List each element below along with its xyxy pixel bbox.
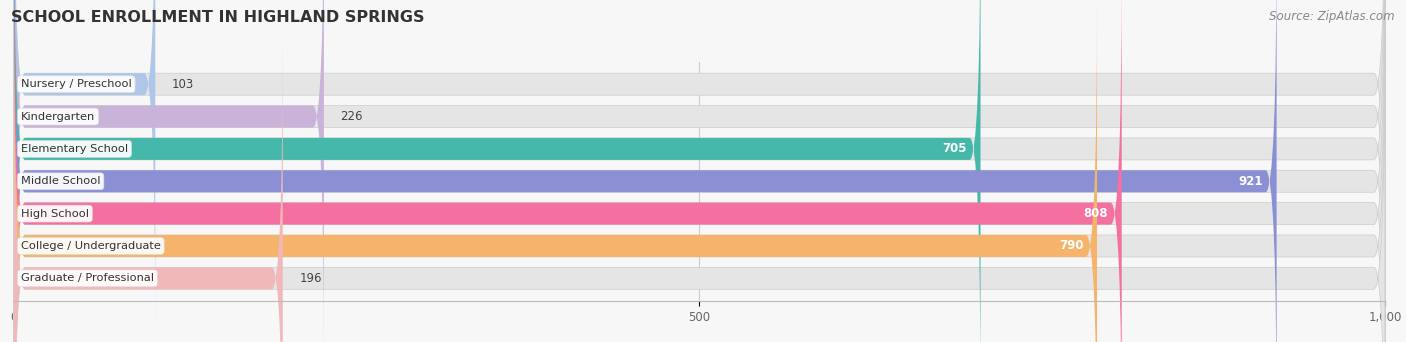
Text: Kindergarten: Kindergarten <box>21 111 96 121</box>
Text: Source: ZipAtlas.com: Source: ZipAtlas.com <box>1270 10 1395 23</box>
FancyBboxPatch shape <box>14 0 155 332</box>
FancyBboxPatch shape <box>14 0 1385 342</box>
FancyBboxPatch shape <box>14 30 283 342</box>
Text: Middle School: Middle School <box>21 176 100 186</box>
Text: Nursery / Preschool: Nursery / Preschool <box>21 79 132 89</box>
FancyBboxPatch shape <box>14 0 980 342</box>
FancyBboxPatch shape <box>14 0 1385 342</box>
FancyBboxPatch shape <box>14 0 323 342</box>
FancyBboxPatch shape <box>14 0 1385 332</box>
Text: SCHOOL ENROLLMENT IN HIGHLAND SPRINGS: SCHOOL ENROLLMENT IN HIGHLAND SPRINGS <box>11 10 425 25</box>
Text: High School: High School <box>21 209 89 219</box>
FancyBboxPatch shape <box>14 0 1385 342</box>
Text: 196: 196 <box>299 272 322 285</box>
Text: Graduate / Professional: Graduate / Professional <box>21 273 153 283</box>
FancyBboxPatch shape <box>14 0 1277 342</box>
Text: Elementary School: Elementary School <box>21 144 128 154</box>
FancyBboxPatch shape <box>14 0 1385 342</box>
Text: College / Undergraduate: College / Undergraduate <box>21 241 160 251</box>
FancyBboxPatch shape <box>14 30 1385 342</box>
Text: 103: 103 <box>172 78 194 91</box>
Text: 226: 226 <box>340 110 363 123</box>
Text: 790: 790 <box>1059 239 1084 252</box>
FancyBboxPatch shape <box>14 0 1385 342</box>
Text: 808: 808 <box>1084 207 1108 220</box>
FancyBboxPatch shape <box>14 0 1122 342</box>
Text: 921: 921 <box>1239 175 1263 188</box>
FancyBboxPatch shape <box>14 0 1097 342</box>
Text: 705: 705 <box>942 142 967 155</box>
